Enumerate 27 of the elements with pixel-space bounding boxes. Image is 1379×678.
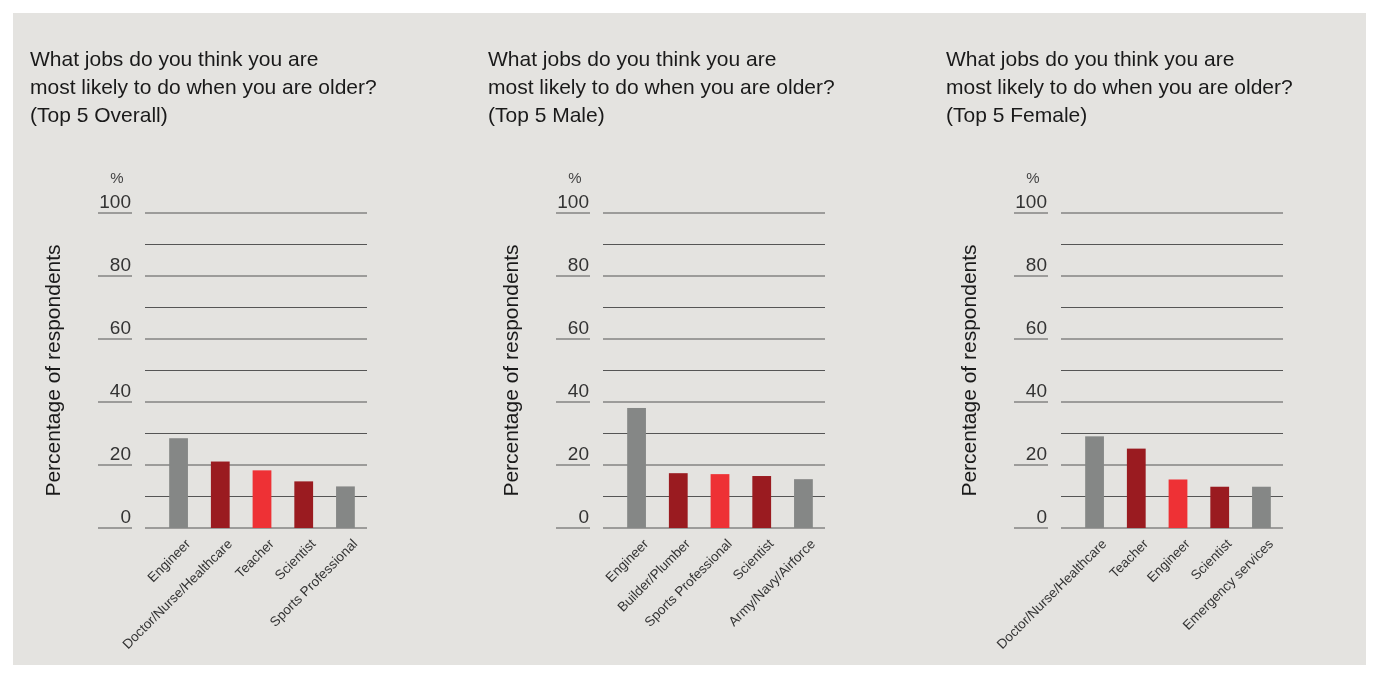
y-tick-label: 0 [120,506,131,527]
y-tick-label: 100 [1015,191,1047,212]
y-tick-label: 0 [578,506,589,527]
y-tick-label: 40 [567,380,589,401]
chart-title: What jobs do you think you are most likely to do when you are older? (Top 5 Overall) [30,47,377,126]
y-tick-label: 60 [567,317,589,338]
chart-title: What jobs do you think you are most likely to do when you are older? (Top 5 Male) [488,47,835,126]
y-tick-label: 0 [1036,506,1047,527]
y-axis-title: Percentage of respondents [41,244,64,497]
text: % [1026,169,1040,186]
y-tick-label: 100 [557,191,589,212]
y-tick-label: 80 [109,254,131,275]
y-tick-label: 20 [1025,443,1047,464]
y-tick-label: 60 [1025,317,1047,338]
y-tick-label: 80 [1025,254,1047,275]
y-tick-label: 40 [1025,380,1047,401]
y-tick-label: 20 [109,443,131,464]
y-tick-label: 100 [99,191,131,212]
chart-title: What jobs do you think you are most likely to do when you are older? (Top 5 Female) [946,47,1293,126]
y-axis-title: Percentage of respondents [499,244,522,497]
text: % [568,169,582,186]
y-tick-label: 40 [109,380,131,401]
text: % [110,169,124,186]
y-tick-label: 80 [567,254,589,275]
y-tick-label: 20 [567,443,589,464]
y-tick-label: 60 [109,317,131,338]
y-axis-title: Percentage of respondents [957,244,980,497]
